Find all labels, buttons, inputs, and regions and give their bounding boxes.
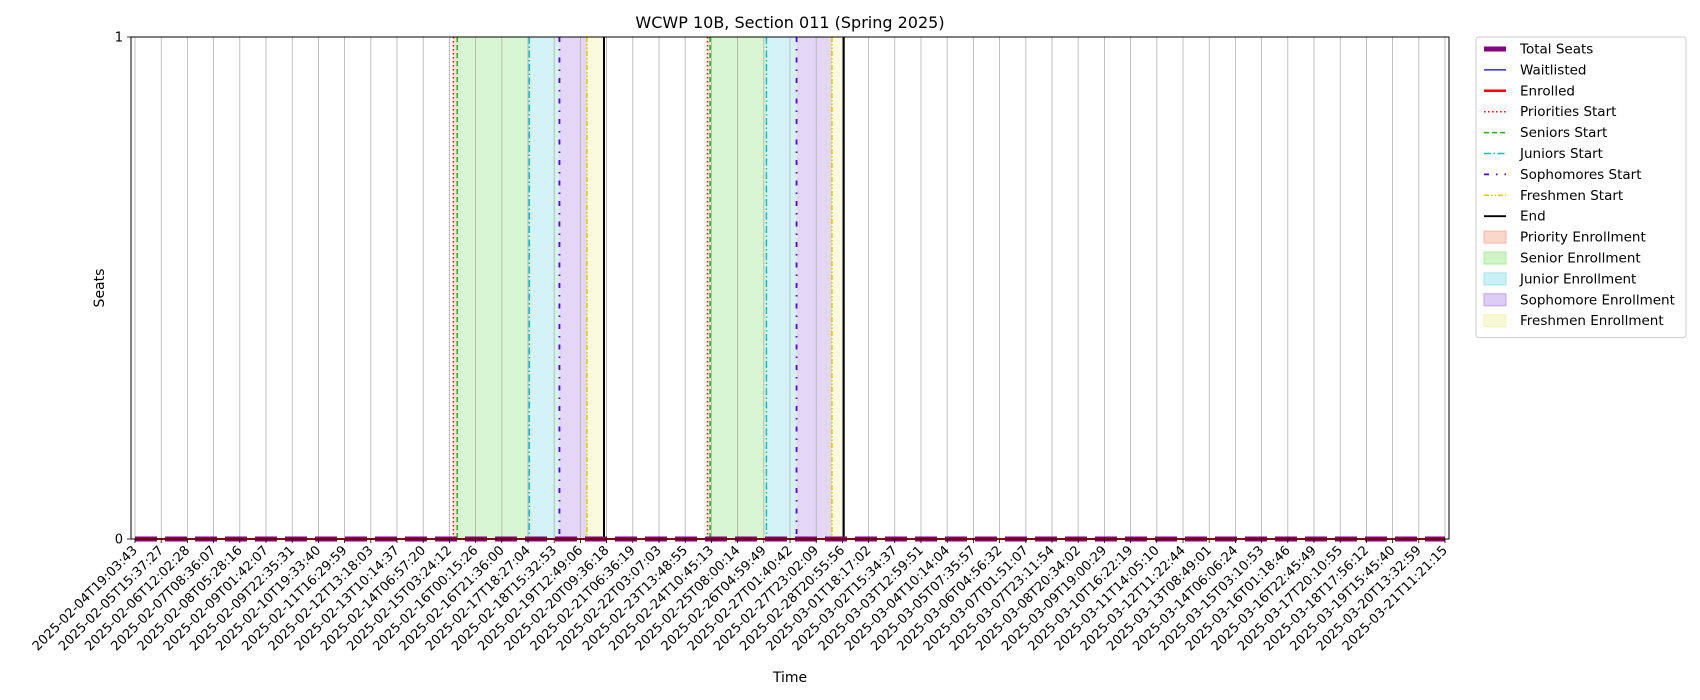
legend-label-total-seats: Total Seats: [1519, 42, 1593, 58]
y-tick-label: 0: [115, 533, 123, 548]
x-grid: [134, 37, 1446, 539]
senior-enrollment-fill-2: [710, 37, 767, 539]
legend-label-waitlisted: Waitlisted: [1520, 62, 1587, 78]
x-axis-title: Time: [772, 670, 807, 686]
legend-label-junior-enrollment: Junior Enrollment: [1519, 271, 1636, 287]
priority-enrollment-fill-2: [707, 37, 711, 539]
legend-label-priorities-start: Priorities Start: [1520, 104, 1616, 120]
phase-fills: [453, 37, 844, 539]
priority-enrollment-fill-1: [453, 37, 458, 539]
freshmen-enrollment-fill-1: [586, 37, 604, 539]
sophomore-enrollment-fill-2: [796, 37, 832, 539]
junior-enrollment-fill-1: [529, 37, 560, 539]
legend-swatch-freshmen-enrollment: [1483, 314, 1507, 328]
legend-label-freshmen-start: Freshmen Start: [1520, 188, 1623, 204]
legend-label-senior-enrollment: Senior Enrollment: [1520, 251, 1641, 267]
legend-label-juniors-start: Juniors Start: [1519, 146, 1603, 162]
sophomore-enrollment-fill-1: [559, 37, 587, 539]
y-axis-title: Seats: [92, 269, 108, 308]
legend-label-sophomores-start: Sophomores Start: [1520, 167, 1642, 183]
legend-label-freshmen-enrollment: Freshmen Enrollment: [1520, 313, 1664, 329]
chart-title: WCWP 10B, Section 011 (Spring 2025): [635, 13, 944, 32]
y-tick-label: 1: [115, 31, 123, 46]
phase-lines: [452, 37, 845, 539]
legend-swatch-junior-enrollment: [1483, 272, 1507, 286]
legend-frame: [1475, 36, 1687, 339]
junior-enrollment-fill-2: [766, 37, 797, 539]
legend-label-enrolled: Enrolled: [1520, 83, 1575, 99]
legend-label-end: End: [1520, 209, 1546, 225]
legend-swatch-senior-enrollment: [1483, 251, 1507, 265]
senior-enrollment-fill-1: [457, 37, 530, 539]
legend-label-seniors-start: Seniors Start: [1520, 125, 1607, 141]
legend-label-sophomore-enrollment: Sophomore Enrollment: [1520, 292, 1675, 308]
legend-label-priority-enrollment: Priority Enrollment: [1520, 230, 1646, 246]
legend: Total Seats Waitlisted Enrolled Priorities …: [1475, 36, 1687, 339]
legend-swatch-sophomore-enrollment: [1483, 293, 1507, 307]
freshmen-enrollment-fill-2: [831, 37, 844, 539]
legend-swatch-priority-enrollment: [1483, 230, 1507, 244]
